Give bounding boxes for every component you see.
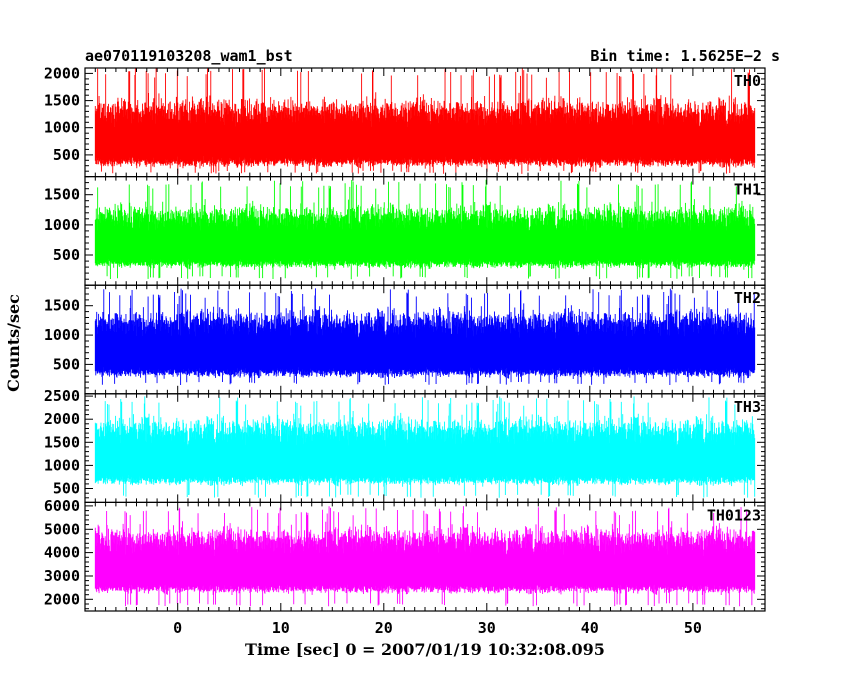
panel-label: TH3 (734, 398, 761, 416)
panel-th0123: 2000 3000 4000 5000 6000 TH0123 (44, 497, 766, 612)
y-tick-label: 2000 (44, 410, 80, 428)
panel-label: TH1 (734, 181, 761, 199)
series-trace-th1 (94, 179, 756, 280)
panel-label: TH0 (734, 72, 761, 90)
y-tick-label: 1500 (44, 433, 80, 451)
x-tick-label: 40 (581, 619, 599, 637)
y-tick-label: 1500 (44, 186, 80, 204)
y-tick-label: 500 (53, 355, 80, 373)
series-core-th0123 (95, 558, 755, 585)
series-trace-th0123 (94, 506, 756, 607)
y-tick-label: 1000 (44, 326, 80, 344)
y-tick-label: 5000 (44, 520, 80, 538)
y-tick-label: 2000 (44, 590, 80, 608)
series-trace-th2 (94, 288, 756, 385)
y-axis-title: Counts/sec (4, 294, 23, 392)
x-tick-label: 30 (478, 619, 496, 637)
y-tick-label: 500 (53, 246, 80, 264)
series-trace-th0 (94, 68, 756, 174)
bin-time-label: Bin time: 1.5625E−2 s (590, 47, 780, 65)
y-tick-label: 2000 (44, 64, 80, 82)
panels-group: 500 1000 1500 2000 TH0 500 1000 1500 TH1 500 1000 1… (44, 64, 766, 612)
y-tick-label: 2500 (44, 387, 80, 405)
y-tick-label: 4000 (44, 544, 80, 562)
x-tick-label: 50 (684, 619, 702, 637)
x-axis-title: Time [sec] 0 = 2007/01/19 10:32:08.095 (245, 640, 605, 659)
series-core-th1 (95, 230, 755, 258)
y-tick-label: 500 (53, 146, 80, 164)
x-tick-label: 20 (375, 619, 393, 637)
panel-label: TH2 (734, 289, 761, 307)
series-core-th2 (95, 338, 755, 367)
x-axis-tick-labels: 0 10 20 30 40 50 (173, 619, 702, 637)
y-tick-label: 6000 (44, 497, 80, 515)
y-tick-label: 3000 (44, 567, 80, 585)
series-core-th3 (95, 446, 755, 475)
panel-th2: 500 1000 1500 TH2 (44, 284, 766, 395)
panel-th0: 500 1000 1500 2000 TH0 (44, 64, 766, 178)
panel-th1: 500 1000 1500 TH1 (44, 176, 766, 286)
y-tick-label: 1500 (44, 92, 80, 110)
x-tick-label: 10 (272, 619, 290, 637)
series-core-th0 (95, 127, 755, 156)
y-tick-label: 500 (53, 480, 80, 498)
y-tick-label: 1500 (44, 297, 80, 315)
panel-th3: 500 1000 1500 2000 2500 TH3 (44, 387, 766, 503)
header-title: ae070119103208_wam1_bst (85, 47, 293, 65)
x-tick-label: 0 (173, 619, 182, 637)
y-tick-label: 1000 (44, 216, 80, 234)
panel-label: TH0123 (707, 506, 761, 524)
y-tick-label: 1000 (44, 119, 80, 137)
y-tick-label: 1000 (44, 456, 80, 474)
